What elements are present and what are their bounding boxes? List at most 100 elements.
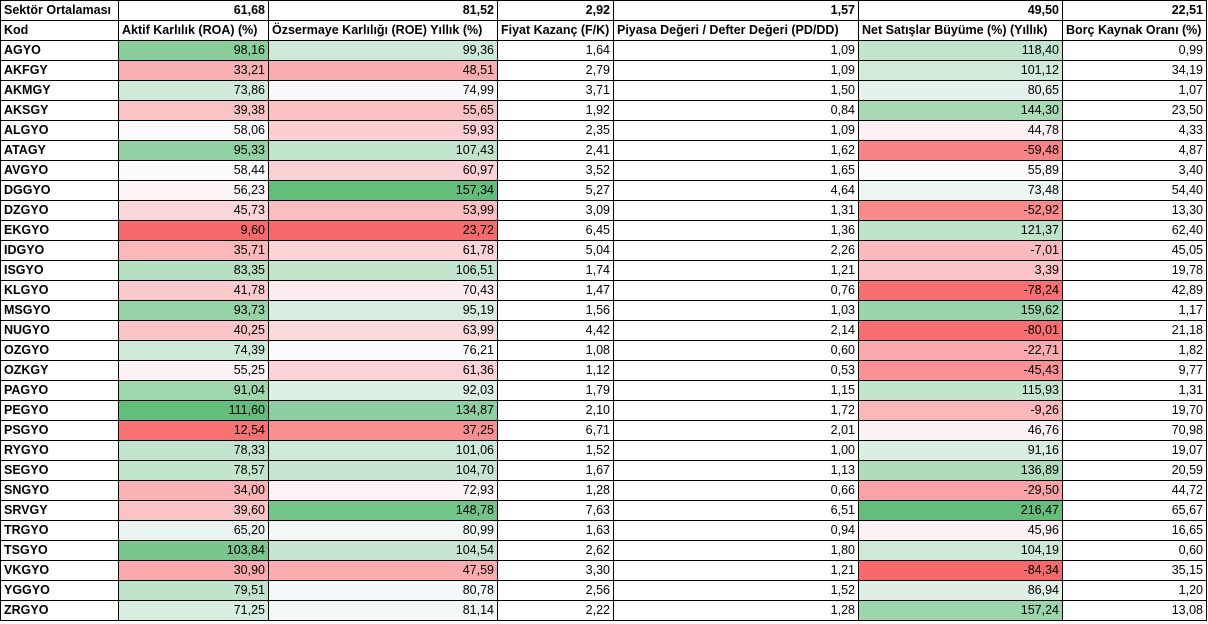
cell-roa[interactable]: 33,21 — [118, 60, 269, 81]
cell-debt-ratio[interactable]: 42,89 — [1062, 280, 1207, 301]
cell-pe[interactable]: 6,45 — [497, 220, 614, 241]
cell-pb[interactable]: 0,76 — [613, 280, 859, 301]
cell-sales-growth[interactable]: -45,43 — [858, 360, 1063, 381]
cell-roa[interactable]: 74,39 — [118, 340, 269, 361]
cell-debt-ratio[interactable]: 54,40 — [1062, 180, 1207, 201]
cell-pb[interactable]: 1,09 — [613, 40, 859, 61]
cell-pb[interactable]: 6,51 — [613, 500, 859, 521]
cell-roe[interactable]: 107,43 — [268, 140, 498, 161]
cell-sales-growth[interactable]: 159,62 — [858, 300, 1063, 321]
cell-sales-growth[interactable]: 3,39 — [858, 260, 1063, 281]
cell-roe[interactable]: 80,78 — [268, 580, 498, 601]
cell-sales-growth[interactable]: 136,89 — [858, 460, 1063, 481]
cell-code[interactable]: IDGYO — [0, 240, 119, 261]
cell-pb[interactable]: 1,00 — [613, 440, 859, 461]
cell-code[interactable]: SNGYO — [0, 480, 119, 501]
cell-pe[interactable]: 1,67 — [497, 460, 614, 481]
cell-debt-ratio[interactable]: 65,67 — [1062, 500, 1207, 521]
cell-sales-growth[interactable]: 73,48 — [858, 180, 1063, 201]
cell-sales-growth[interactable]: 104,19 — [858, 540, 1063, 561]
cell-code[interactable]: DGGYO — [0, 180, 119, 201]
cell-debt-ratio[interactable]: 1,82 — [1062, 340, 1207, 361]
cell-debt-ratio[interactable]: 0,99 — [1062, 40, 1207, 61]
average-roe[interactable]: 81,52 — [268, 0, 498, 21]
cell-pe[interactable]: 1,47 — [497, 280, 614, 301]
cell-code[interactable]: TRGYO — [0, 520, 119, 541]
cell-sales-growth[interactable]: 157,24 — [858, 600, 1063, 621]
cell-roe[interactable]: 99,36 — [268, 40, 498, 61]
cell-sales-growth[interactable]: 121,37 — [858, 220, 1063, 241]
cell-pb[interactable]: 2,14 — [613, 320, 859, 341]
cell-sales-growth[interactable]: 101,12 — [858, 60, 1063, 81]
cell-code[interactable]: EKGYO — [0, 220, 119, 241]
cell-debt-ratio[interactable]: 9,77 — [1062, 360, 1207, 381]
cell-roe[interactable]: 37,25 — [268, 420, 498, 441]
cell-code[interactable]: VKGYO — [0, 560, 119, 581]
column-header-pb[interactable]: Piyasa Değeri / Defter Değeri (PD/DD) — [613, 20, 859, 41]
column-header-roa[interactable]: Aktif Karlılık (ROA) (%) — [118, 20, 269, 41]
average-debt-ratio[interactable]: 22,51 — [1062, 0, 1207, 21]
cell-pe[interactable]: 5,27 — [497, 180, 614, 201]
cell-pb[interactable]: 0,53 — [613, 360, 859, 381]
cell-roe[interactable]: 148,78 — [268, 500, 498, 521]
cell-roe[interactable]: 53,99 — [268, 200, 498, 221]
cell-pb[interactable]: 4,64 — [613, 180, 859, 201]
cell-pe[interactable]: 1,12 — [497, 360, 614, 381]
cell-debt-ratio[interactable]: 21,18 — [1062, 320, 1207, 341]
cell-pe[interactable]: 2,10 — [497, 400, 614, 421]
column-header-debt-ratio[interactable]: Borç Kaynak Oranı (%) — [1062, 20, 1207, 41]
cell-pe[interactable]: 5,04 — [497, 240, 614, 261]
cell-pe[interactable]: 2,79 — [497, 60, 614, 81]
cell-pe[interactable]: 1,08 — [497, 340, 614, 361]
cell-pe[interactable]: 1,52 — [497, 440, 614, 461]
cell-pb[interactable]: 2,01 — [613, 420, 859, 441]
cell-pb[interactable]: 1,03 — [613, 300, 859, 321]
cell-pb[interactable]: 1,13 — [613, 460, 859, 481]
cell-code[interactable]: PEGYO — [0, 400, 119, 421]
cell-debt-ratio[interactable]: 1,31 — [1062, 380, 1207, 401]
cell-code[interactable]: AKMGY — [0, 80, 119, 101]
average-roa[interactable]: 61,68 — [118, 0, 269, 21]
cell-sales-growth[interactable]: -7,01 — [858, 240, 1063, 261]
cell-roe[interactable]: 72,93 — [268, 480, 498, 501]
cell-debt-ratio[interactable]: 13,30 — [1062, 200, 1207, 221]
cell-roe[interactable]: 55,65 — [268, 100, 498, 121]
cell-roa[interactable]: 93,73 — [118, 300, 269, 321]
cell-code[interactable]: KLGYO — [0, 280, 119, 301]
cell-pe[interactable]: 1,63 — [497, 520, 614, 541]
cell-pe[interactable]: 2,22 — [497, 600, 614, 621]
cell-debt-ratio[interactable]: 1,07 — [1062, 80, 1207, 101]
cell-pe[interactable]: 3,09 — [497, 200, 614, 221]
cell-pe[interactable]: 2,41 — [497, 140, 614, 161]
cell-roa[interactable]: 39,60 — [118, 500, 269, 521]
cell-sales-growth[interactable]: 55,89 — [858, 160, 1063, 181]
cell-code[interactable]: OZKGY — [0, 360, 119, 381]
cell-debt-ratio[interactable]: 70,98 — [1062, 420, 1207, 441]
average-sales-growth[interactable]: 49,50 — [858, 0, 1063, 21]
column-header-sales-growth[interactable]: Net Satışlar Büyüme (%) (Yıllık) — [858, 20, 1063, 41]
cell-sales-growth[interactable]: -52,92 — [858, 200, 1063, 221]
cell-roe[interactable]: 81,14 — [268, 600, 498, 621]
cell-pb[interactable]: 1,36 — [613, 220, 859, 241]
cell-roe[interactable]: 104,70 — [268, 460, 498, 481]
cell-roe[interactable]: 48,51 — [268, 60, 498, 81]
cell-sales-growth[interactable]: 80,65 — [858, 80, 1063, 101]
cell-debt-ratio[interactable]: 34,19 — [1062, 60, 1207, 81]
cell-roa[interactable]: 83,35 — [118, 260, 269, 281]
cell-pe[interactable]: 4,42 — [497, 320, 614, 341]
cell-roe[interactable]: 101,06 — [268, 440, 498, 461]
cell-debt-ratio[interactable]: 13,08 — [1062, 600, 1207, 621]
cell-sales-growth[interactable]: 86,94 — [858, 580, 1063, 601]
cell-roa[interactable]: 78,33 — [118, 440, 269, 461]
cell-roa[interactable]: 58,44 — [118, 160, 269, 181]
cell-code[interactable]: TSGYO — [0, 540, 119, 561]
cell-debt-ratio[interactable]: 16,65 — [1062, 520, 1207, 541]
cell-code[interactable]: AKFGY — [0, 60, 119, 81]
cell-pb[interactable]: 1,31 — [613, 200, 859, 221]
cell-pb[interactable]: 1,52 — [613, 580, 859, 601]
cell-debt-ratio[interactable]: 20,59 — [1062, 460, 1207, 481]
cell-sales-growth[interactable]: 91,16 — [858, 440, 1063, 461]
cell-sales-growth[interactable]: 44,78 — [858, 120, 1063, 141]
cell-code[interactable]: AVGYO — [0, 160, 119, 181]
cell-pe[interactable]: 2,62 — [497, 540, 614, 561]
